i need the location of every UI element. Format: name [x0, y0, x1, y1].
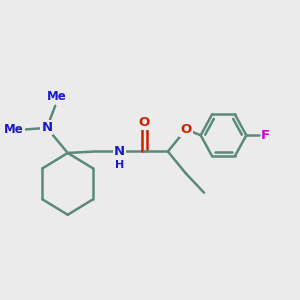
Text: H: H	[116, 160, 124, 170]
Text: N: N	[41, 122, 52, 134]
Text: O: O	[139, 116, 150, 128]
Text: F: F	[261, 129, 270, 142]
Text: Me: Me	[4, 123, 23, 136]
Text: O: O	[180, 123, 192, 136]
Text: N: N	[114, 145, 125, 158]
Text: Me: Me	[47, 90, 67, 103]
